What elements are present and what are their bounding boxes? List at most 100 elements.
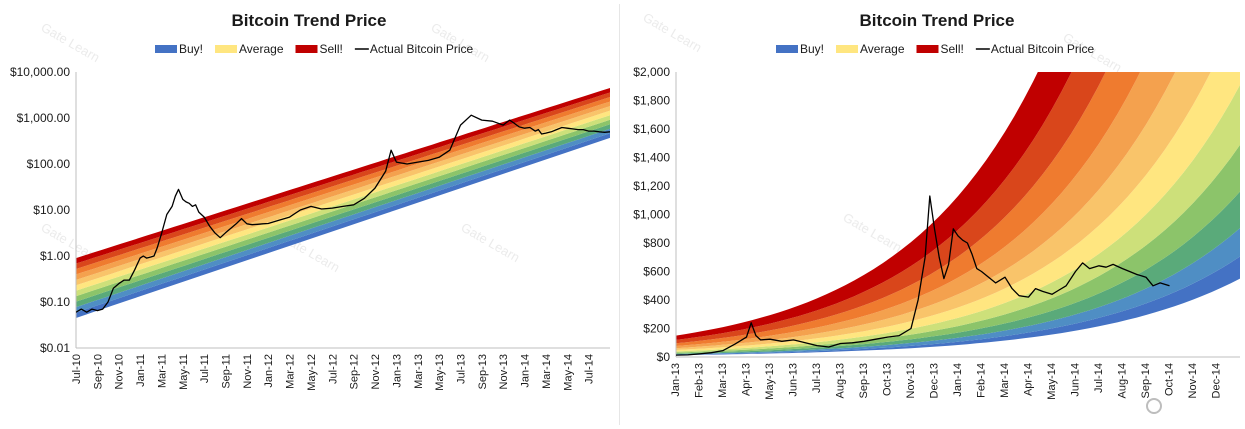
y-tick-label: $400 [643,293,670,307]
rainbow-bands [76,88,610,318]
x-tick-label: May-13 [434,354,446,391]
rainbow-band-2 [76,124,610,308]
x-tick-label: Jan-12 [263,354,275,388]
legend-label: Actual Bitcoin Price [991,42,1095,56]
x-tick-label: Jul-14 [1093,363,1105,393]
rainbow-band-9 [76,92,610,269]
x-tick-label: Jul-11 [199,354,211,383]
rainbow-band-0 [76,133,610,318]
x-tick-label: Oct-13 [882,363,894,396]
legend-swatch [215,45,238,53]
y-tick-label: $10,000.00 [10,65,70,79]
price-line [76,114,610,313]
y-tick-label: $1,600 [633,122,670,136]
y-tick-label: $1.00 [40,249,70,263]
x-tick-label: Mar-13 [413,354,425,389]
x-tick-label: Sep-14 [1140,363,1152,398]
legend-label: Sell! [941,42,964,56]
x-tick-label: Sep-12 [349,354,361,389]
x-tick-label: Jul-14 [584,354,596,384]
chart-left-svg: Gate Learn Gate Learn Gate Learn Gate Le… [10,11,610,391]
legend-item: Actual Bitcoin Price [975,42,1095,56]
y-tick-label: $10.00 [33,203,70,217]
y-tick-label: $800 [643,236,670,250]
panel-divider [619,4,620,425]
y-tick-label: $1,000.00 [17,111,71,125]
x-tick-label: Sep-13 [858,363,870,398]
gate-logo-icon [1146,398,1162,414]
legend-swatch [916,45,939,53]
x-tick-label: Mar-14 [541,354,553,389]
x-tick-label: Mar-14 [999,363,1011,398]
legend-item: Actual Bitcoin Price [354,42,474,56]
x-tick-label: Apr-13 [741,363,753,396]
legend-label: Actual Bitcoin Price [370,42,474,56]
x-tick-label: Jan-13 [391,354,403,388]
x-tick-label: Feb-14 [976,363,988,398]
x-tick-label: Nov-13 [498,354,510,389]
x-tick-label: Feb-13 [694,363,706,398]
y-axis: $0.01 $0.10 $1.00 $10.00 $100.00 $1,000.00 $10… [10,65,77,355]
legend-label: Buy! [179,42,203,56]
x-tick-label: May-14 [562,354,574,391]
x-tick-label: Dec-14 [1211,363,1223,398]
x-tick-label: Jan-11 [135,354,147,387]
rainbow-band-7 [76,101,610,280]
legend-label: Buy! [800,42,824,56]
chart-title: Bitcoin Trend Price [860,11,1015,30]
rainbow-band-10 [76,88,610,264]
rainbow-band-5 [676,72,1240,352]
chart-right: Gate Learn Gate Learn Gate Learn Bitcoin… [622,0,1245,429]
x-tick-label: May-12 [306,354,318,391]
x-tick-label: Jul-13 [455,354,467,384]
x-tick-label: Jan-13 [670,363,682,397]
legend-item: Buy! [155,42,203,56]
x-tick-label: Nov-14 [1187,363,1199,398]
rainbow-band-8 [676,72,1141,346]
rainbow-band-6 [76,106,610,286]
legend: Buy! Average Sell! Actual Bitcoin Price [155,42,474,56]
chart-right-svg: Gate Learn Gate Learn Gate Learn Bitcoin… [633,10,1240,414]
legend-swatch [155,45,177,53]
x-tick-label: Apr-14 [1023,363,1035,396]
y-tick-label: $1,400 [633,151,670,165]
x-tick-label: Sep-13 [477,354,489,389]
y-tick-label: $0.01 [40,341,70,355]
rainbow-band-5 [76,110,610,291]
rainbow-band-1 [76,128,610,313]
x-tick-label: Aug-13 [835,363,847,398]
x-tick-label: Jun-13 [788,363,800,397]
y-tick-label: $0 [657,350,671,364]
x-tick-label: May-13 [764,363,776,400]
rainbow-bands [676,72,1240,356]
x-tick-label: Jan-14 [520,354,532,388]
x-tick-label: Nov-10 [114,354,126,389]
legend-swatch [295,45,318,53]
y-tick-label: $1,800 [633,94,670,108]
actual-bitcoin-price-line [676,195,1170,356]
x-tick-label: Aug-14 [1117,363,1129,398]
x-tick-label: Jul-10 [71,354,83,384]
x-tick-label: Dec-13 [929,363,941,398]
legend-item: Average [215,42,284,56]
x-tick-label: Sep-11 [221,354,233,389]
rainbow-band-4 [76,115,610,297]
x-tick-label: Nov-11 [242,354,254,389]
x-tick-label: Jul-13 [811,363,823,393]
x-axis: Jan-13 Feb-13 Mar-13 Apr-13 May-13 Jun-13 Jul-… [670,356,1240,400]
legend-item: Sell! [295,42,343,56]
x-tick-label: Nov-13 [905,363,917,398]
y-tick-label: $200 [643,322,670,336]
svg-text:Gate Learn: Gate Learn [39,20,103,66]
legend-item: Sell! [916,42,964,56]
x-tick-label: Sep-10 [92,354,104,389]
rainbow-band-6 [676,72,1211,350]
y-tick-label: $2,000 [633,65,670,79]
rainbow-band-8 [76,97,610,275]
legend-label: Sell! [320,42,343,56]
x-tick-label: Nov-12 [370,354,382,389]
rainbow-band-9 [676,72,1106,344]
x-tick-label: Jun-14 [1070,363,1082,397]
legend-item: Average [836,42,905,56]
y-tick-label: $1,200 [633,179,670,193]
